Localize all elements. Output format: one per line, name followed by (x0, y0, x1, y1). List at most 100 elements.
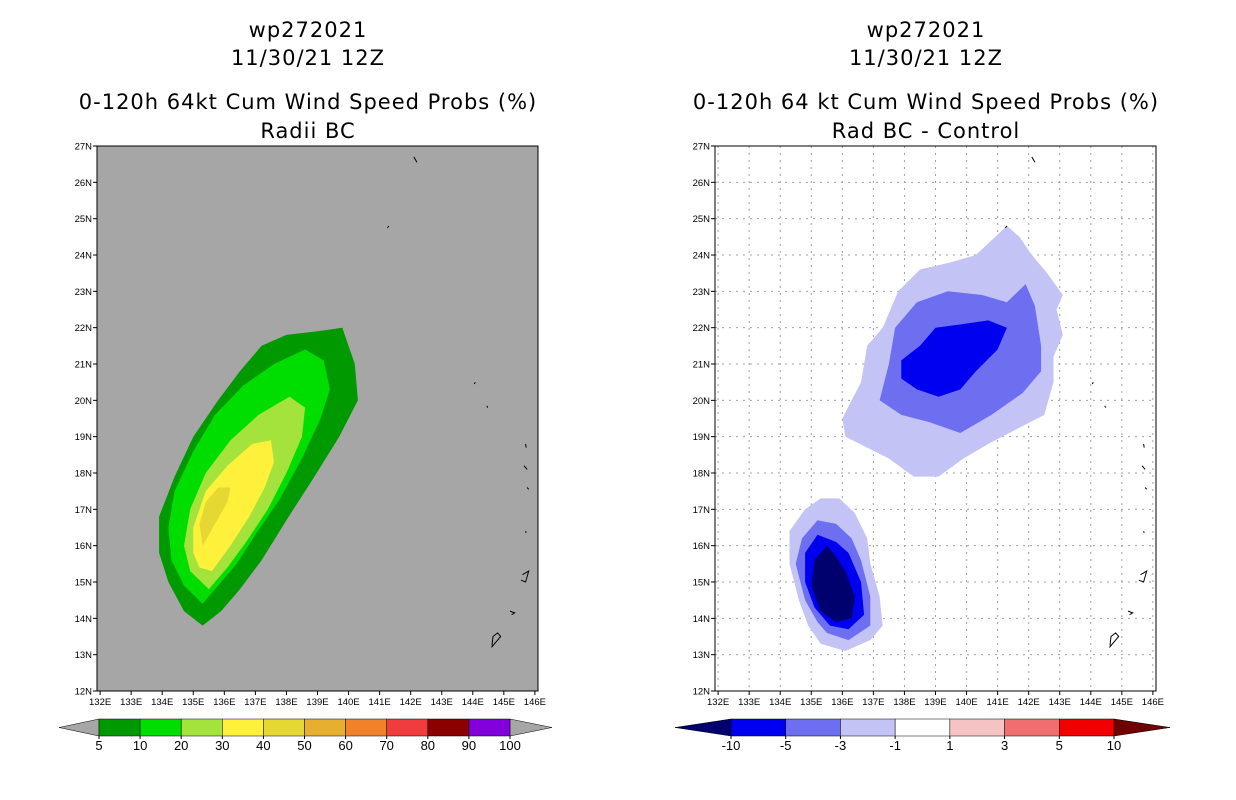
right-colorbar-label: -3 (835, 738, 847, 753)
right-contour-6 (811, 545, 855, 622)
right-ytick-label: 15N (693, 578, 711, 589)
left-contour-3 (193, 440, 274, 572)
right-ytick-label: 20N (693, 396, 711, 407)
left-xtick-label: 139E (306, 697, 328, 708)
left-ytick-label: 18N (75, 469, 93, 480)
right-xtick-label: 138E (893, 697, 915, 708)
left-ytick-label: 20N (75, 396, 93, 407)
left-contour-4 (199, 487, 231, 546)
left-ytick-label: 19N (75, 432, 93, 443)
left-coastline-3 (523, 465, 528, 470)
left-ytick-label: 25N (75, 214, 93, 225)
right-xtick-label: 146E (1142, 697, 1164, 708)
left-colorbar-label: 30 (215, 738, 229, 753)
right-ytick-label: 14N (693, 614, 711, 625)
left-colorbar-arrow-left (58, 718, 100, 737)
right-ytick-label: 21N (693, 360, 711, 371)
right-xtick-label: 137E (862, 697, 884, 708)
left-colorbar-swatch-5 (304, 718, 346, 737)
right-colorbar-arrow-right (1113, 718, 1171, 737)
left-ytick-label: 13N (75, 650, 93, 661)
right-colorbar-label: 5 (1056, 738, 1063, 753)
left-coastline-9 (473, 381, 476, 385)
left-colorbar-swatch-0 (98, 718, 141, 737)
right-ytick-label: 27N (693, 142, 711, 153)
right-coastline-9 (1091, 381, 1094, 385)
right-colorbar-swatch-2 (840, 718, 896, 737)
left-ytick-label: 15N (75, 578, 93, 589)
right-ytick-label: 16N (693, 541, 711, 552)
left-colorbar-label: 100 (499, 738, 521, 753)
right-ytick-label: 13N (693, 650, 711, 661)
right-coastline-7 (1127, 610, 1134, 616)
left-colorbar-label: 50 (297, 738, 311, 753)
right-coastline-5 (1143, 530, 1145, 534)
right-coastline-0 (1031, 156, 1036, 163)
right-colorbar-swatch-0 (730, 718, 786, 737)
right-ytick-label: 23N (693, 287, 711, 298)
left-xtick-label: 137E (244, 697, 266, 708)
right-colorbar-label: 3 (1001, 738, 1008, 753)
right-storm-id: wp272021 (866, 18, 986, 42)
right-xtick-label: 141E (987, 697, 1009, 708)
left-colorbar-label: 60 (338, 738, 352, 753)
left-ytick-label: 24N (75, 251, 93, 262)
right-subtitle: Rad BC - Control (831, 119, 1021, 143)
right-colorbar-swatch-5 (1004, 718, 1060, 737)
left-xtick-label: 132E (89, 697, 111, 708)
right-ytick-label: 22N (693, 323, 711, 334)
left-colorbar-label: 20 (174, 738, 188, 753)
right-title: 0-120h 64 kt Cum Wind Speed Probs (%) (692, 90, 1160, 114)
right-colorbar-swatch-1 (785, 718, 841, 737)
right-colorbar-label: -10 (722, 738, 741, 753)
left-xtick-label: 146E (524, 697, 546, 708)
left-colorbar-swatch-8 (427, 718, 470, 737)
left-subtitle: Radii BC (260, 119, 356, 143)
right-coastline-10 (1104, 405, 1107, 408)
left-ytick-label: 17N (75, 505, 93, 516)
right-colorbar-label: 10 (1107, 738, 1121, 753)
left-xtick-label: 140E (337, 697, 359, 708)
left-xtick-label: 136E (213, 697, 235, 708)
right-colorbar-swatch-4 (949, 718, 1005, 737)
right-colorbar-label: -5 (780, 738, 792, 753)
left-coastline-4 (526, 487, 530, 490)
left-ytick-label: 16N (75, 541, 93, 552)
right-xtick-label: 136E (831, 697, 853, 708)
right-colorbar-arrow-left (674, 718, 732, 737)
left-title: 0-120h 64kt Cum Wind Speed Probs (%) (78, 90, 538, 114)
left-coastline-6 (520, 570, 530, 583)
right-coastline-1 (1005, 225, 1008, 229)
right-coastline-6 (1138, 570, 1148, 583)
right-xtick-label: 140E (955, 697, 977, 708)
left-date: 11/30/21 12Z (230, 46, 386, 70)
left-xtick-label: 142E (400, 697, 422, 708)
left-ytick-label: 23N (75, 287, 93, 298)
left-colorbar-swatch-4 (263, 718, 305, 737)
left-coastline-0 (413, 156, 418, 163)
right-xtick-label: 144E (1080, 697, 1102, 708)
right-colorbar-swatch-6 (1059, 718, 1115, 737)
left-colorbar-arrow-right (509, 718, 553, 737)
left-colorbar-swatch-1 (139, 718, 182, 737)
right-colorbar-swatch-3 (894, 718, 951, 737)
left-ytick-label: 27N (75, 142, 93, 153)
left-colorbar-label: 70 (379, 738, 393, 753)
left-ytick-label: 22N (75, 323, 93, 334)
left-coastline-8 (491, 632, 502, 648)
left-colorbar-label: 80 (421, 738, 435, 753)
right-ytick-label: 26N (693, 178, 711, 189)
right-ytick-label: 18N (693, 469, 711, 480)
left-colorbar-swatch-9 (468, 718, 511, 737)
right-coastline-8 (1109, 632, 1120, 648)
right-xtick-label: 145E (1111, 697, 1133, 708)
left-storm-id: wp272021 (248, 18, 368, 42)
right-xtick-label: 134E (769, 697, 791, 708)
left-coastline-7 (509, 610, 516, 616)
right-coastline-3 (1141, 465, 1146, 470)
left-ytick-label: 21N (75, 360, 93, 371)
right-ytick-label: 12N (693, 687, 711, 698)
left-xtick-label: 144E (462, 697, 484, 708)
left-xtick-label: 145E (493, 697, 515, 708)
right-xtick-label: 143E (1049, 697, 1071, 708)
